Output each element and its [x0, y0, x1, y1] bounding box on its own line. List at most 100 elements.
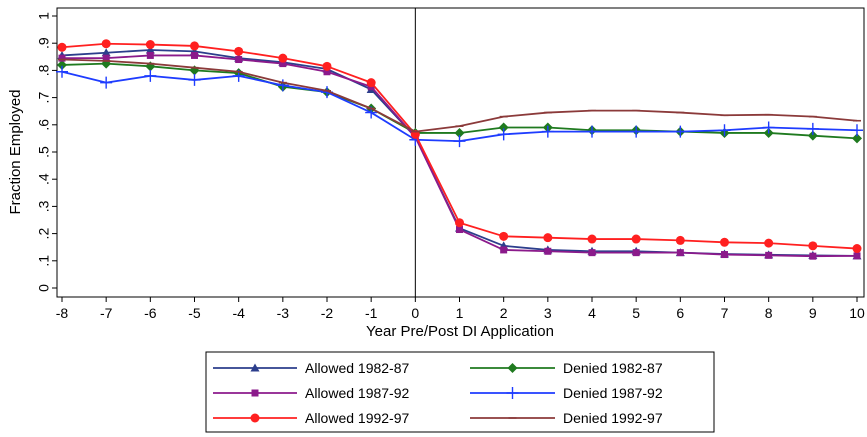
- x-tick-label: -4: [232, 305, 245, 321]
- y-tick-label: 1: [36, 12, 52, 20]
- data-point: [145, 45, 155, 54]
- data-point: [852, 244, 862, 254]
- x-axis-label: Year Pre/Post DI Application: [366, 323, 554, 340]
- data-point: [146, 51, 154, 59]
- data-point: [676, 249, 684, 257]
- data-point: [58, 54, 66, 62]
- x-tick-label: -5: [188, 305, 201, 321]
- data-point: [234, 46, 244, 56]
- data-point: [250, 363, 260, 372]
- legend-item: Denied 1987-92: [470, 385, 663, 401]
- x-axis: -8 -7 -6 -5 -4 -3 -2 -1 0 1 2 3 4 5 6 7 8 9 10: [56, 297, 865, 321]
- y-axis-label: Fraction Employed: [7, 89, 24, 214]
- y-tick-label: .9: [36, 37, 52, 49]
- data-point: [507, 363, 518, 373]
- data-point: [544, 247, 552, 255]
- data-point: [323, 68, 331, 76]
- legend-label: Allowed 1992-97: [305, 410, 410, 426]
- data-point: [587, 234, 597, 244]
- data-point: [190, 41, 199, 51]
- y-axis: 0 .1 .2 .3 .4 .5 .6 .7 .8 .9 1: [36, 12, 57, 292]
- data-point: [322, 61, 332, 71]
- data-point: [454, 127, 465, 138]
- data-point: [250, 413, 260, 423]
- data-point: [278, 53, 288, 63]
- x-tick-label: -8: [56, 305, 69, 321]
- series-layer: [56, 39, 863, 260]
- data-point: [630, 125, 643, 138]
- y-tick-label: .8: [36, 64, 52, 76]
- data-point: [499, 231, 509, 241]
- x-tick-label: 1: [456, 305, 464, 321]
- x-tick-label: -2: [321, 305, 334, 321]
- x-tick-label: 3: [544, 305, 552, 321]
- x-tick-label: 9: [809, 305, 817, 321]
- data-point: [852, 133, 862, 144]
- data-point: [57, 42, 67, 52]
- data-point: [675, 235, 685, 245]
- data-point: [506, 387, 519, 399]
- data-point: [808, 241, 818, 251]
- data-point: [100, 76, 113, 89]
- y-tick-label: .2: [36, 228, 52, 240]
- data-point: [456, 226, 463, 234]
- data-point: [541, 125, 554, 138]
- x-tick-label: 2: [500, 305, 508, 321]
- data-point: [497, 128, 510, 141]
- x-tick-label: 8: [765, 305, 773, 321]
- legend-item: Denied 1982-87: [470, 360, 663, 376]
- series-6: [58, 58, 861, 133]
- data-point: [56, 65, 68, 78]
- data-point: [765, 251, 773, 259]
- y-tick-label: .7: [36, 92, 52, 104]
- data-point: [721, 251, 728, 259]
- x-tick-label: 10: [849, 305, 865, 321]
- data-point: [144, 69, 157, 82]
- data-point: [279, 60, 287, 68]
- x-tick-label: -3: [277, 305, 290, 321]
- data-point: [807, 130, 818, 141]
- data-point: [762, 121, 775, 134]
- data-point: [853, 252, 861, 260]
- data-point: [191, 51, 198, 59]
- legend-item: Allowed 1987-92: [213, 385, 410, 401]
- data-point: [453, 135, 466, 148]
- series-4: [56, 65, 863, 148]
- data-point: [586, 125, 598, 138]
- data-point: [588, 249, 596, 257]
- data-point: [101, 48, 111, 57]
- data-point: [101, 39, 111, 49]
- y-tick-label: .6: [36, 119, 52, 131]
- x-tick-label: -1: [365, 305, 378, 321]
- legend-label: Allowed 1982-87: [305, 360, 410, 376]
- x-tick-label: -7: [100, 305, 113, 321]
- data-point: [543, 233, 553, 243]
- data-point: [235, 56, 243, 64]
- data-point: [806, 122, 819, 135]
- x-tick-label: 5: [632, 305, 640, 321]
- x-tick-label: -6: [144, 305, 157, 321]
- data-point: [632, 249, 640, 257]
- x-tick-label: 0: [411, 305, 419, 321]
- data-point: [366, 78, 376, 88]
- data-point: [764, 238, 774, 248]
- x-tick-label: 4: [588, 305, 596, 321]
- legend-label: Denied 1987-92: [563, 385, 663, 401]
- data-point: [188, 73, 201, 86]
- y-tick-label: .3: [36, 200, 52, 212]
- legend-label: Denied 1982-87: [563, 360, 663, 376]
- data-point: [102, 54, 110, 62]
- data-point: [851, 124, 863, 137]
- data-point: [498, 122, 509, 133]
- y-tick-label: .5: [36, 146, 52, 158]
- x-tick-label: 7: [721, 305, 729, 321]
- data-point: [500, 246, 508, 254]
- data-point: [720, 237, 729, 247]
- legend-item: Denied 1992-97: [470, 410, 663, 426]
- y-tick-label: .1: [36, 255, 52, 267]
- data-point: [276, 79, 289, 92]
- x-tick-label: 6: [676, 305, 684, 321]
- series-5: [57, 39, 862, 254]
- data-point: [809, 252, 817, 260]
